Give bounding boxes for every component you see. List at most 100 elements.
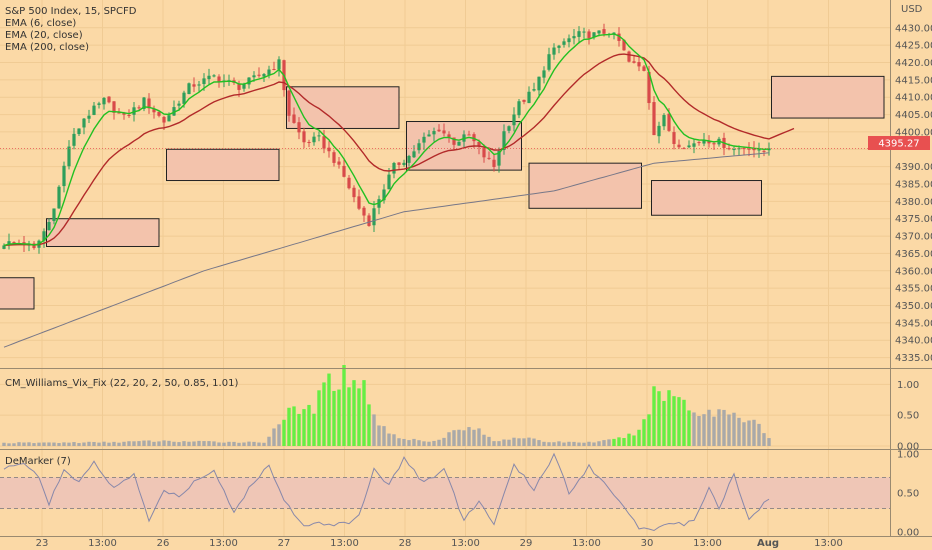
vix-fix-bar (427, 441, 431, 446)
vix-fix-bar (147, 440, 151, 446)
candle-body (432, 131, 436, 135)
candle-body (632, 61, 636, 63)
vix-fix-title: CM_Williams_Vix_Fix (22, 20, 2, 50, 0.85… (5, 378, 238, 389)
vix-fix-bar (582, 442, 586, 446)
price-tick-label: 4335.00 (895, 353, 932, 364)
candle-body (192, 84, 196, 87)
vix-fix-bar (547, 442, 551, 446)
candle-body (397, 162, 401, 165)
vix-fix-bar (187, 441, 191, 446)
vix-fix-bar (102, 441, 106, 446)
candle-body (242, 84, 246, 89)
vix-fix-bar (642, 419, 646, 446)
price-tick-label: 4400.00 (895, 127, 932, 138)
vix-fix-bar (442, 437, 446, 446)
candle-body (252, 75, 256, 78)
vix-fix-bar (157, 441, 161, 446)
time-tick-label: 13:00 (814, 538, 843, 549)
vix-fix-bar (552, 442, 556, 446)
vix-fix-bar (507, 439, 511, 446)
vix-fix-bar (687, 410, 691, 446)
vix-fix-pane[interactable] (0, 365, 890, 447)
vix-fix-bar (57, 443, 61, 446)
vix-fix-bar (382, 426, 386, 446)
time-tick-label: 23 (36, 538, 49, 549)
candle-body (532, 89, 536, 91)
candle-body (387, 174, 391, 190)
candle-body (367, 215, 371, 226)
demarker-tick-label: 0.00 (897, 528, 919, 539)
vix-fix-bar (647, 414, 651, 446)
vix-fix-bar (712, 416, 716, 446)
candle-body (547, 54, 551, 70)
vix-fix-bar (587, 441, 591, 446)
time-tick-label: 29 (520, 538, 533, 549)
candle-body (382, 189, 386, 201)
vix-fix-bar (432, 440, 436, 446)
price-tick-label: 4425.00 (895, 41, 932, 52)
zone-box (46, 218, 160, 247)
time-tick-label: 13:00 (572, 538, 601, 549)
ema-200-line (3, 152, 770, 348)
vix-fix-bar (347, 387, 351, 446)
vix-fix-bar (762, 433, 766, 446)
candle-body (152, 108, 156, 113)
candle-body (297, 122, 301, 133)
demarker-pane[interactable] (0, 452, 890, 532)
candle-body (747, 148, 751, 150)
vix-fix-bar (127, 441, 131, 446)
vix-fix-bar (497, 441, 501, 446)
candle-body (687, 145, 691, 148)
candle-body (582, 31, 586, 33)
vix-fix-bar (572, 441, 576, 446)
price-tick-label: 4405.00 (895, 110, 932, 121)
vix-fix-bar (467, 427, 471, 446)
candle-body (182, 92, 186, 104)
candle-body (657, 125, 661, 137)
vix-fix-bar (692, 412, 696, 446)
vix-fix-bar (17, 442, 21, 446)
vix-fix-bar (312, 413, 316, 446)
vix-fix-bar (487, 436, 491, 446)
vix-fix-bar (472, 429, 476, 446)
vix-fix-bar (577, 442, 581, 446)
candle-body (437, 129, 441, 132)
candle-body (612, 32, 616, 34)
price-tick-label: 4420.00 (895, 58, 932, 69)
vix-fix-bar (492, 441, 496, 446)
candle-body (362, 207, 366, 216)
candle-body (122, 113, 126, 115)
vix-fix-bar (32, 443, 36, 446)
candle-body (512, 114, 516, 126)
candle-body (102, 97, 106, 105)
vix-fix-bar (617, 437, 621, 446)
candle-body (302, 131, 306, 143)
vix-fix-bar (592, 442, 596, 446)
demarker-band (0, 477, 890, 509)
vix-fix-bar (217, 442, 221, 446)
ema-6-line (3, 33, 770, 247)
candle-body (647, 71, 651, 104)
vix-fix-bar (297, 413, 301, 446)
vix-fix-bar (357, 388, 361, 446)
vix-fix-bar (522, 438, 526, 446)
vix-fix-bar (77, 443, 81, 446)
price-tick-label: 4350.00 (895, 301, 932, 312)
vix-tick-label: 1.00 (897, 380, 919, 391)
vix-fix-bar (227, 441, 231, 446)
candle-body (677, 144, 681, 148)
candle-body (467, 134, 471, 136)
vix-fix-bar (362, 380, 366, 446)
vix-fix-bar (437, 439, 441, 446)
price-tick-label: 4370.00 (895, 232, 932, 243)
candle-body (82, 118, 86, 128)
price-pane[interactable] (0, 0, 890, 536)
zone-box (286, 86, 400, 129)
vix-fix-bar (162, 440, 166, 446)
vix-fix-bar (142, 440, 146, 446)
candle-body (477, 141, 481, 147)
candle-body (567, 38, 571, 43)
candle-body (207, 75, 211, 80)
